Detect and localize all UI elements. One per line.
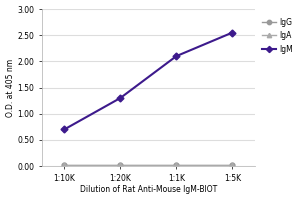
IgM [63,128,66,131]
IgM [175,55,178,57]
IgG [118,164,122,166]
X-axis label: Dilution of Rat Anti-Mouse IgM-BIOT: Dilution of Rat Anti-Mouse IgM-BIOT [80,185,217,194]
IgA [230,164,234,166]
IgG [230,164,234,166]
IgG [63,164,66,166]
IgM [230,31,234,34]
Legend: IgG, IgA, IgM: IgG, IgA, IgM [261,16,294,55]
IgA [175,164,178,166]
IgM [118,97,122,99]
Line: IgA: IgA [62,163,235,167]
Line: IgG: IgG [62,163,235,167]
IgG [175,164,178,166]
Y-axis label: O.D. at 405 nm: O.D. at 405 nm [6,58,15,117]
IgA [63,164,66,166]
IgA [118,164,122,166]
Line: IgM: IgM [62,30,235,132]
